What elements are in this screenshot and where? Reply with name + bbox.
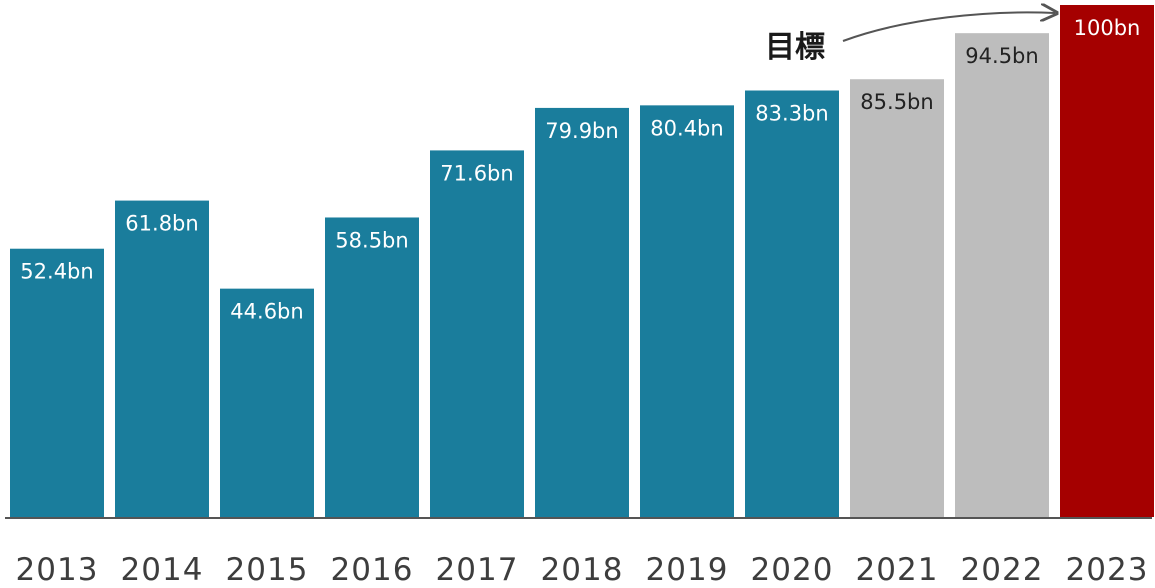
x-tick-label-2018: 2018	[541, 552, 624, 588]
x-tick-label-2021: 2021	[856, 552, 939, 588]
value-labels-layer: 52.4bn 61.8bn 44.6bn 58.5bn 71.6bn 79.9bn 80.4…	[20, 16, 1140, 324]
x-tick-label-2013: 2013	[16, 552, 99, 588]
x-axis-tick-labels: 2013 2014 2015 2016 2017 2018 2019 2020 2021 2022…	[16, 552, 1149, 588]
x-tick-label-2017: 2017	[436, 552, 519, 588]
x-tick-label-2014: 2014	[121, 552, 204, 588]
bar-2023	[1060, 5, 1154, 517]
value-label-2018: 79.9bn	[545, 119, 618, 143]
bar-2017	[430, 150, 524, 517]
bar-2018	[535, 107, 629, 518]
value-label-2017: 71.6bn	[440, 161, 513, 185]
x-tick-label-2019: 2019	[646, 552, 729, 588]
bar-2016	[325, 217, 419, 518]
bar-2015	[220, 288, 314, 517]
value-label-2015: 44.6bn	[230, 300, 303, 324]
bar-2020	[745, 90, 839, 517]
x-tick-label-2023: 2023	[1066, 552, 1149, 588]
x-tick-label-2022: 2022	[961, 552, 1044, 588]
bar-2013	[10, 248, 104, 517]
value-label-2023: 100bn	[1074, 16, 1141, 40]
value-label-2016: 58.5bn	[335, 228, 408, 252]
value-label-2014: 61.8bn	[125, 212, 198, 236]
value-label-2021: 85.5bn	[860, 90, 933, 114]
value-label-2020: 83.3bn	[755, 102, 828, 126]
bars-layer	[10, 5, 1154, 518]
bar-2021	[850, 79, 944, 518]
target-annotation-text: 目標	[765, 30, 825, 65]
bar-2022	[955, 33, 1049, 517]
x-tick-label-2015: 2015	[226, 552, 309, 588]
value-label-2022: 94.5bn	[965, 44, 1038, 68]
value-label-2013: 52.4bn	[20, 260, 93, 284]
x-tick-label-2016: 2016	[331, 552, 414, 588]
target-arrow	[842, 12, 1055, 42]
target-annotation: 目標	[765, 12, 1055, 65]
value-label-2019: 80.4bn	[650, 116, 723, 140]
bar-2014	[115, 200, 209, 518]
bar-2019	[640, 105, 734, 518]
x-tick-label-2020: 2020	[751, 552, 834, 588]
